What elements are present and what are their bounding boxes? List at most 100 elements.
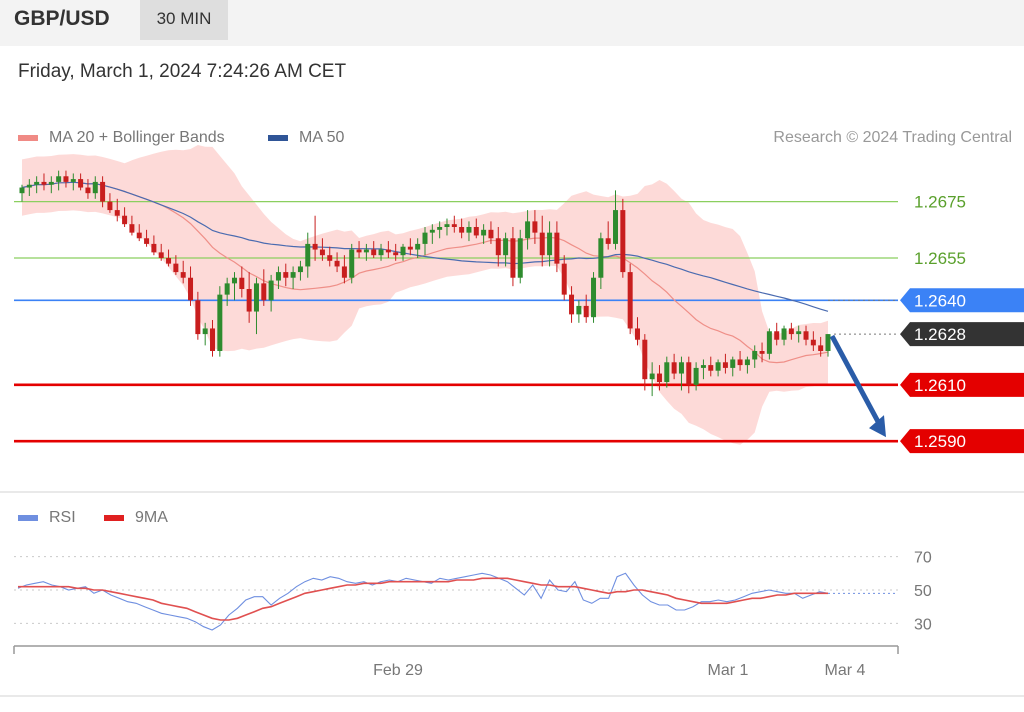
timeframe-button[interactable]: 30 MIN [140, 0, 228, 40]
candle-body [686, 362, 692, 385]
candle-body [158, 252, 164, 258]
candle-body [642, 339, 648, 380]
candle-body [41, 181, 47, 185]
candle-body [312, 243, 318, 250]
rsi-swatch [18, 515, 38, 521]
candle-body [188, 277, 194, 301]
candle-body [451, 224, 457, 227]
candle-body [766, 331, 772, 354]
ma9-swatch [104, 515, 124, 521]
candle-body [400, 246, 406, 256]
candle-body [341, 266, 347, 278]
candle-body [305, 243, 311, 267]
x-tick-label: Mar 4 [825, 662, 866, 679]
candle-body [34, 181, 40, 185]
candle-body [825, 334, 831, 351]
candle-body [19, 187, 25, 194]
forecast-arrow-shaft [829, 334, 884, 429]
candle-body [693, 367, 699, 385]
candle-body [92, 181, 98, 194]
level-tag-1.2590: 1.2590 [914, 432, 966, 451]
level-tag-1.2640-bg [900, 288, 1024, 313]
candle-body [547, 232, 553, 256]
candle-body [437, 227, 443, 230]
level-tag-1.2610: 1.2610 [914, 376, 966, 395]
candle-body [261, 283, 267, 301]
candle-body [195, 300, 201, 335]
candle-body [173, 263, 179, 273]
symbol-title: GBP/USD [14, 7, 110, 30]
candle-body [63, 176, 69, 182]
candle-body [664, 362, 670, 382]
level-label-1.2675: 1.2675 [914, 193, 966, 212]
rsi-tick-50: 50 [914, 583, 932, 600]
candle-body [70, 179, 76, 182]
candle-body [246, 289, 252, 312]
candle-body [613, 210, 619, 244]
candle-body [144, 238, 150, 244]
legend-ma20-label: MA 20 + Bollinger Bands [49, 129, 225, 146]
candle-body [532, 221, 538, 233]
candle-body [554, 232, 560, 264]
candle-body [605, 238, 611, 244]
candle-body [297, 266, 303, 273]
research-credit: Research © 2024 Trading Central [773, 129, 1012, 146]
candle-body [752, 351, 758, 360]
candle-body [224, 283, 230, 295]
candle-body [100, 181, 106, 202]
candle-body [796, 331, 802, 335]
candle-body [180, 272, 186, 278]
candle-body [561, 263, 567, 295]
candle-body [634, 328, 640, 340]
ma20-swatch [18, 135, 38, 141]
candle-body [569, 294, 575, 315]
x-tick-label: Feb 29 [373, 662, 423, 679]
candle-body [722, 362, 728, 368]
candle-body [202, 328, 208, 335]
candle-body [598, 238, 604, 278]
candle-body [129, 224, 135, 233]
candle-body [239, 277, 245, 289]
candle-body [48, 181, 54, 185]
candle-body [275, 272, 281, 281]
candle-body [649, 373, 655, 380]
candle-body [444, 224, 450, 227]
candle-body [363, 249, 369, 253]
ma50-swatch [268, 135, 288, 141]
candle-body [107, 201, 113, 211]
candle-body [217, 294, 223, 351]
candle-body [503, 238, 509, 256]
candle-body [319, 249, 325, 256]
rsi-tick-30: 30 [914, 616, 932, 633]
candle-body [781, 328, 787, 340]
level-tag-1.2590-bg [900, 429, 1024, 454]
candle-body [737, 359, 743, 366]
candle-body [774, 331, 780, 340]
candle-body [459, 227, 465, 233]
candle-body [210, 328, 216, 351]
candle-body [385, 249, 391, 253]
candle-body [422, 232, 428, 244]
level-tag-1.2640: 1.2640 [914, 291, 966, 310]
candle-body [114, 210, 120, 216]
candle-body [473, 227, 479, 236]
candle-body [334, 260, 340, 267]
candle-body [627, 272, 633, 329]
candle-body [166, 258, 172, 264]
candle-body [466, 227, 472, 233]
x-tick-label: Mar 1 [708, 662, 749, 679]
candle-body [788, 328, 794, 335]
candle-body [803, 331, 809, 340]
candle-body [481, 229, 487, 236]
candle-body [678, 362, 684, 374]
candle-body [671, 362, 677, 374]
datetime-label: Friday, March 1, 2024 7:24:26 AM CET [18, 61, 347, 82]
candle-body [290, 272, 296, 278]
legend-rsi-label: RSI [49, 509, 76, 526]
candle-body [356, 249, 362, 253]
candle-body [349, 249, 355, 278]
candle-body [730, 359, 736, 368]
legend-9ma: 9MA [104, 509, 168, 527]
candle-body [620, 210, 626, 273]
